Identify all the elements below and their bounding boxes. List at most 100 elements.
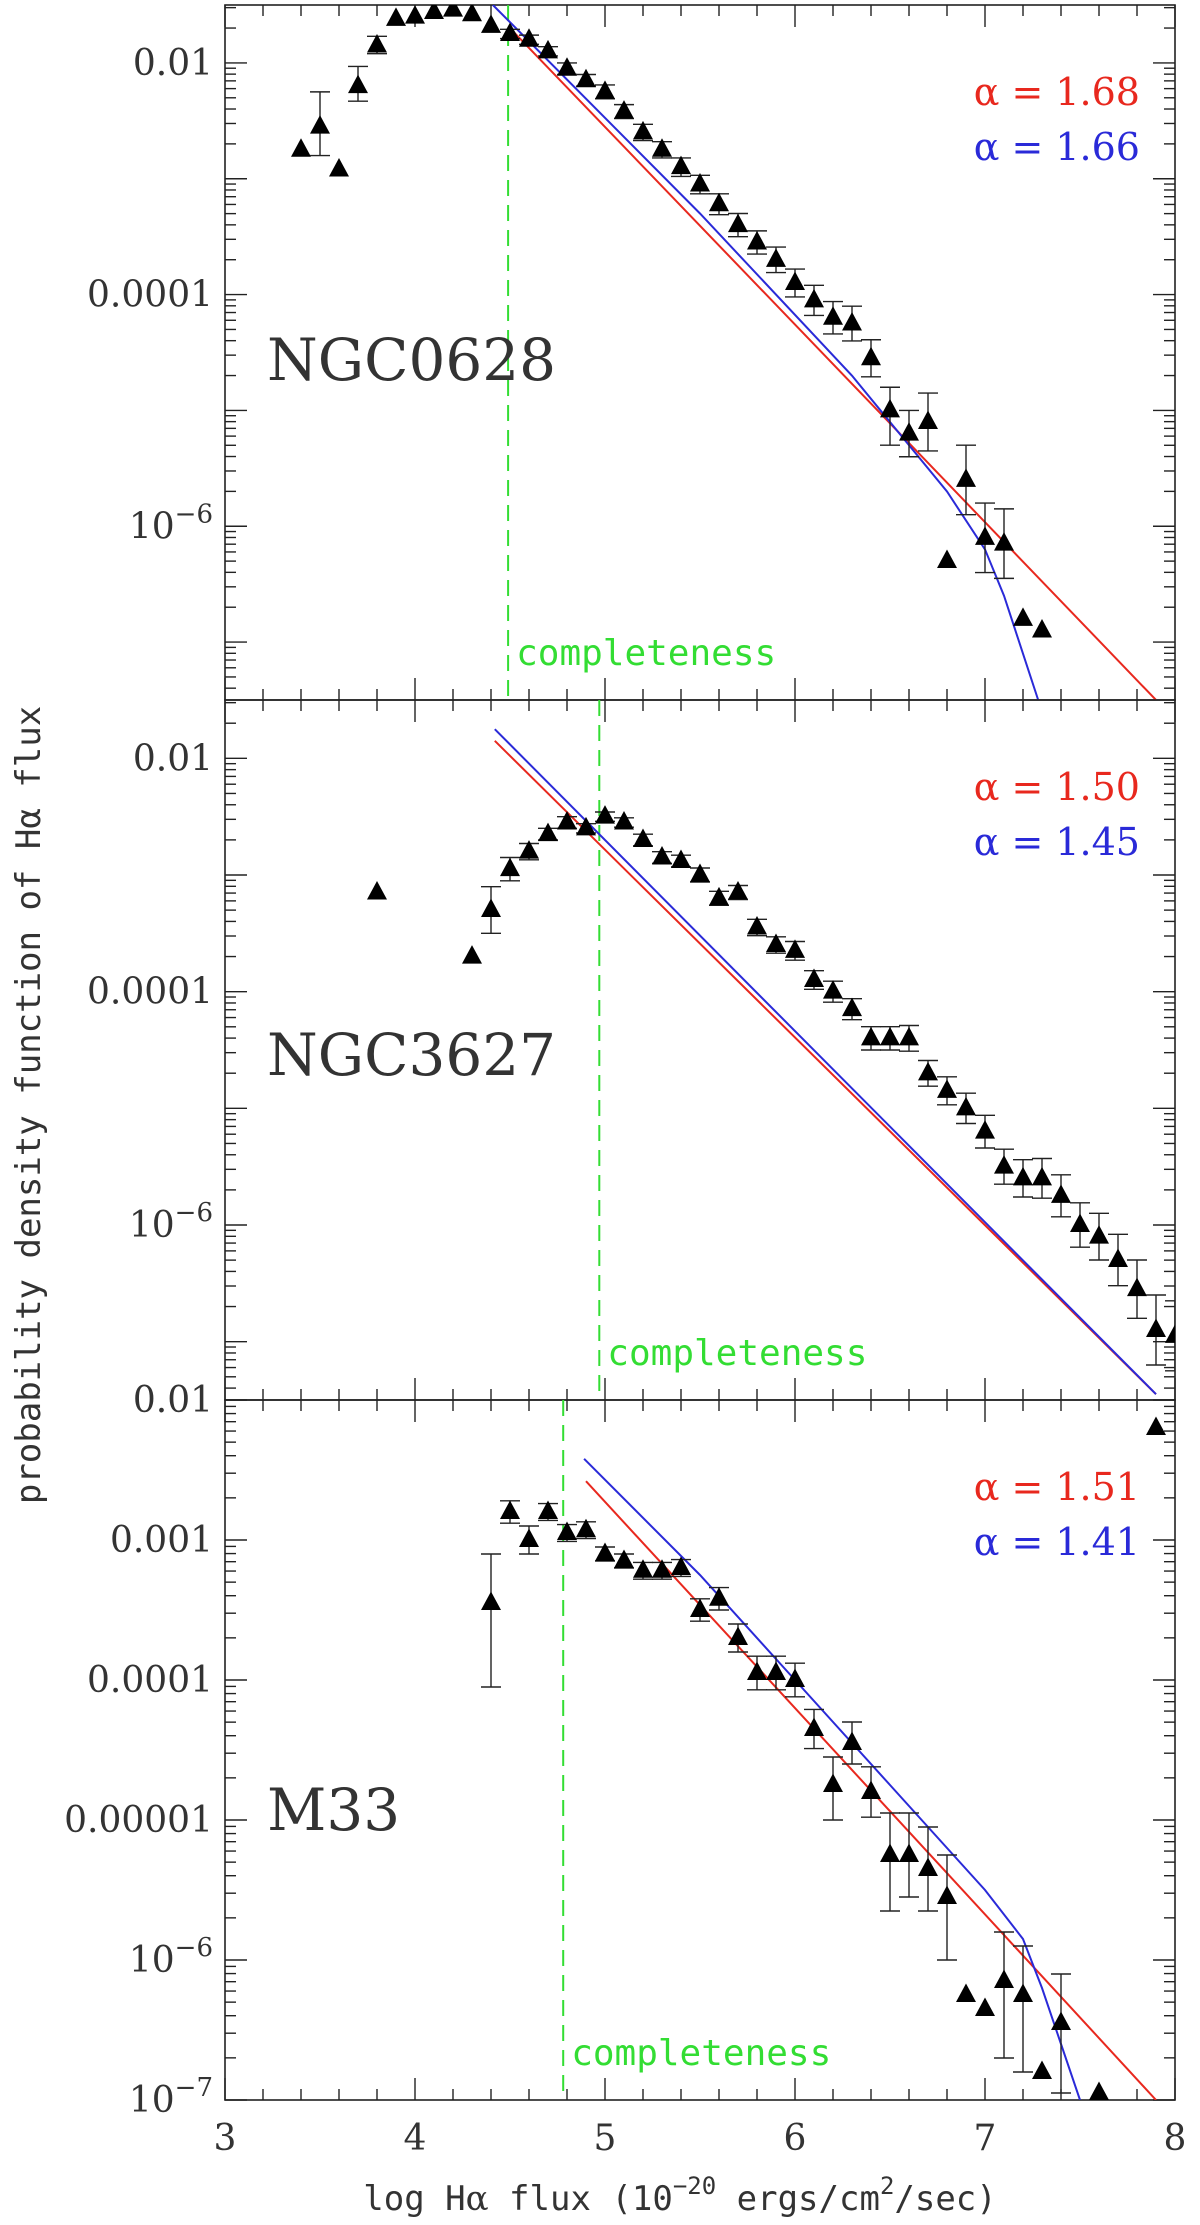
x-axis-title-part: −20 <box>673 2172 716 2200</box>
y-axis-title: probability density function of Hα flux <box>9 706 49 1504</box>
data-point <box>1032 1166 1052 1186</box>
data-point <box>462 945 482 964</box>
data-point <box>823 980 843 999</box>
data-point <box>348 74 368 94</box>
x-tick-label: 8 <box>1164 2118 1187 2159</box>
data-point <box>766 248 786 267</box>
data-point <box>785 939 805 958</box>
data-point <box>861 346 881 366</box>
y-tick-label: 0.00001 <box>64 1800 213 1841</box>
fit-line-alpha-red <box>494 740 1157 1395</box>
x-axis-title-part: flux (10 <box>489 2179 673 2219</box>
x-axis-title-part: log H <box>363 2179 465 2219</box>
data-point <box>861 1780 881 1799</box>
data-point <box>633 1559 653 1578</box>
y-tick-label: 0.0001 <box>87 972 213 1013</box>
panel-label: NGC0628 <box>267 326 556 394</box>
data-point <box>728 1626 748 1645</box>
data-point <box>899 1843 919 1862</box>
data-point <box>367 881 387 900</box>
fit-alpha-label-alpha-red: α = 1.51 <box>974 1465 1140 1509</box>
data-point <box>557 811 577 830</box>
data-point <box>842 1731 862 1750</box>
x-axis-title-part: 2 <box>880 2172 894 2200</box>
data-point <box>842 997 862 1017</box>
data-point <box>595 805 615 824</box>
data-point <box>1108 1248 1128 1267</box>
data-point <box>1089 2081 1109 2100</box>
data-point <box>690 173 710 192</box>
data-point <box>424 5 444 19</box>
data-point <box>614 100 634 119</box>
completeness-label: completeness <box>571 2033 831 2074</box>
fit-line-alpha-blue <box>492 5 1040 700</box>
data-point <box>766 933 786 952</box>
data-point <box>785 1668 805 1687</box>
data-point <box>595 80 615 99</box>
x-axis: 3 4 5 6 7 8 <box>214 2118 1187 2159</box>
panel-ngc0628: 0.01 0.0001 10−6 NGC0628 α = 1.68 α = 1.66 com… <box>87 4 1176 701</box>
y-tick-label: 10−6 <box>129 1198 213 1246</box>
data-point <box>500 1500 520 1519</box>
data-point <box>557 57 577 76</box>
y-tick-label-exponent: −6 <box>175 499 213 529</box>
data-point <box>1146 1318 1166 1337</box>
x-tick-label: 6 <box>784 2118 807 2159</box>
data-point <box>823 1773 843 1792</box>
data-point <box>652 138 672 157</box>
y-tick-label-exponent: −7 <box>175 2073 213 2103</box>
data-point <box>1032 2060 1052 2079</box>
fit-alpha-label-alpha-blue: α = 1.41 <box>974 1520 1140 1564</box>
fit-alpha-label-alpha-red: α = 1.68 <box>974 70 1140 114</box>
panel-label: NGC3627 <box>267 1021 556 1089</box>
fit-alpha-label-alpha-blue: α = 1.66 <box>974 125 1140 169</box>
data-point <box>367 34 387 53</box>
fit-line-alpha-red <box>509 27 1157 700</box>
data-point <box>671 155 691 175</box>
data-point <box>918 1061 938 1081</box>
y-tick-label-base: 10 <box>129 1205 175 1246</box>
data-point <box>310 115 330 134</box>
data-point <box>842 312 862 331</box>
data-point <box>975 526 995 545</box>
fit-alpha-label-alpha-blue: α = 1.45 <box>974 820 1140 864</box>
data-point <box>614 811 634 830</box>
data-point <box>690 1598 710 1617</box>
data-point <box>329 157 349 177</box>
data-point <box>386 7 406 26</box>
x-axis-title-part: α <box>466 2179 489 2219</box>
data-point <box>899 1026 919 1046</box>
y-tick-label-base: 10 <box>129 506 175 547</box>
data-point <box>576 68 596 88</box>
data-point <box>633 828 653 847</box>
data-point <box>1146 1416 1166 1435</box>
completeness-label: completeness <box>607 1333 867 1374</box>
data-point <box>291 138 311 157</box>
y-tick-label: 10−6 <box>129 1933 213 1981</box>
data-point <box>690 863 710 882</box>
data-point <box>462 5 482 22</box>
panel-plot-area <box>291 5 1157 700</box>
data-point <box>880 1026 900 1046</box>
data-point <box>1013 1983 1033 2002</box>
y-tick-label-exponent: −6 <box>175 1198 213 1228</box>
data-point <box>975 1997 995 2016</box>
data-point <box>538 39 558 59</box>
data-point <box>1089 1225 1109 1244</box>
data-point <box>956 1983 976 2002</box>
data-point <box>519 28 539 47</box>
data-point <box>614 1549 634 1568</box>
data-point <box>880 1843 900 1862</box>
data-point <box>1070 1213 1090 1232</box>
y-tick-label: 10−6 <box>129 499 213 547</box>
x-tick-label: 3 <box>214 2118 237 2159</box>
x-tick-label: 7 <box>974 2118 997 2159</box>
data-point <box>994 1969 1014 1988</box>
x-axis-title: log Hα flux (10−20 ergs/cm2/sec) <box>363 2172 997 2219</box>
completeness-label: completeness <box>516 633 776 674</box>
data-point <box>918 410 938 429</box>
data-point <box>576 816 596 836</box>
fit-alpha-label-alpha-red: α = 1.50 <box>974 765 1140 809</box>
y-tick-label: 10−7 <box>129 2073 213 2121</box>
